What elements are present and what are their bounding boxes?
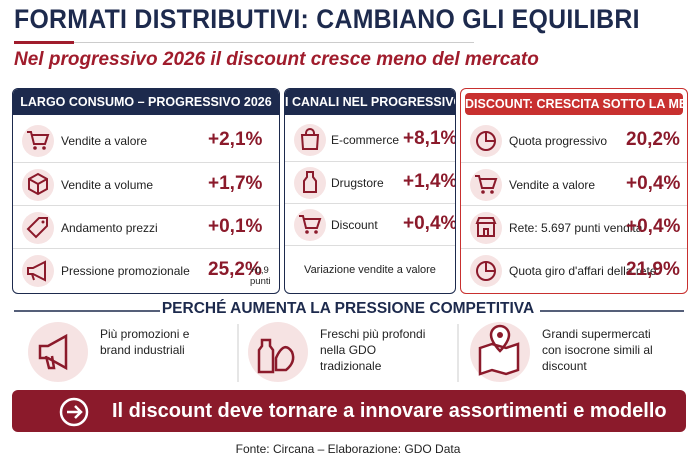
icon bbox=[294, 209, 326, 241]
metric-row: E-commerce +8,1% bbox=[285, 119, 455, 161]
metric-row: Quota progressivo 20,2% bbox=[461, 119, 687, 162]
icon bbox=[22, 211, 54, 244]
metric-label: Drugstore bbox=[331, 176, 384, 190]
metric-row: Drugstore +1,4% bbox=[285, 161, 455, 204]
banner-icon bbox=[59, 397, 89, 427]
metric-value: +8,1% bbox=[403, 128, 456, 149]
icon bbox=[294, 167, 326, 199]
metric-label: Discount bbox=[331, 218, 378, 232]
source: Fonte: Circana – Elaborazione: GDO Data bbox=[235, 442, 461, 456]
metric-value: +1,7% bbox=[208, 172, 263, 194]
banner bbox=[12, 390, 686, 432]
metric-label: Vendite a valore bbox=[61, 133, 148, 148]
panel: I CANALI NEL PROGRESSIVO 2026E-commerce+… bbox=[284, 88, 456, 294]
metric-value: 21,9% bbox=[626, 258, 680, 280]
metric-label: Pressione promozionale bbox=[61, 263, 190, 278]
metric-value: +1,4% bbox=[403, 171, 456, 192]
reason: Grandi supermercati con isocrone simili … bbox=[542, 327, 653, 373]
metric-row: Rete: 5.697 punti vendita +0,4% bbox=[461, 205, 687, 249]
metric-value: 20,2% bbox=[626, 128, 680, 150]
metric-row: Pressione promozionale 25,2% +0,9 punti bbox=[13, 248, 279, 292]
panel: DISCOUNT: CRESCITA SOTTO LA MEDIA Quota p… bbox=[460, 88, 688, 294]
metric-value: +0,4% bbox=[626, 172, 681, 194]
icon bbox=[22, 168, 54, 201]
banner-text: Il discount deve tornare a innovare asso… bbox=[112, 400, 667, 422]
icon bbox=[470, 124, 502, 157]
title: FORMATI DISTRIBUTIVI: CAMBIANO GLI EQUIL… bbox=[14, 4, 640, 34]
metric-label: Andamento prezzi bbox=[61, 220, 158, 235]
metric-label: E-commerce bbox=[331, 133, 400, 147]
icon bbox=[22, 124, 54, 157]
panel-title: I CANALI NEL PROGRESSIVO 2026 bbox=[285, 89, 455, 115]
panel-title: DISCOUNT: CRESCITA SOTTO LA MEDIA bbox=[465, 93, 687, 115]
section-icons bbox=[28, 322, 530, 382]
metric-value: +0,4% bbox=[403, 213, 456, 234]
section-title: PERCHÉ AUMENTA LA PRESSIONE COMPETITIVA bbox=[161, 300, 535, 317]
metric-value: +0,1% bbox=[208, 215, 263, 237]
icon bbox=[470, 254, 502, 287]
panel: LARGO CONSUMO – PROGRESSIVO 2026 Vendite … bbox=[12, 88, 280, 294]
metric-row: Vendite a valore +2,1% bbox=[13, 119, 279, 162]
metric-row: Quota giro d'affari della rete 21,9% bbox=[461, 248, 687, 292]
icon bbox=[470, 168, 502, 201]
metric-row: Andamento prezzi +0,1% bbox=[13, 205, 279, 249]
metric-value: +0,4% bbox=[626, 215, 681, 237]
metric-row: Vendite a valore +0,4% bbox=[461, 162, 687, 206]
section-rules bbox=[14, 310, 684, 312]
icon bbox=[294, 124, 326, 156]
icon bbox=[470, 211, 502, 244]
reason: Più promozioni e brand industriali bbox=[100, 327, 190, 357]
metric-label: Vendite a volume bbox=[61, 177, 154, 192]
metric-row: Vendite a volume +1,7% bbox=[13, 162, 279, 206]
metric-value: +2,1% bbox=[208, 128, 263, 150]
metric-label: Quota progressivo bbox=[509, 133, 608, 148]
icon bbox=[22, 254, 54, 287]
divider bbox=[74, 42, 474, 43]
metric-note: +0,9 punti bbox=[250, 264, 271, 287]
reason: Freschi più profondi nella GDO tradizion… bbox=[320, 327, 426, 373]
panel-title: LARGO CONSUMO – PROGRESSIVO 2026 bbox=[13, 89, 279, 115]
accent-line bbox=[14, 41, 74, 44]
metric-label: Quota giro d'affari della rete bbox=[509, 263, 657, 278]
panel-footer: Variazione vendite a valore bbox=[285, 245, 455, 293]
metric-label: Rete: 5.697 punti vendita bbox=[509, 220, 643, 235]
subtitle: Nel progressivo 2026 il discount cresce … bbox=[14, 49, 539, 70]
metric-row: Discount +0,4% bbox=[285, 203, 455, 246]
metric-label: Vendite a valore bbox=[509, 177, 596, 192]
metric-value: 25,2% bbox=[208, 258, 262, 280]
